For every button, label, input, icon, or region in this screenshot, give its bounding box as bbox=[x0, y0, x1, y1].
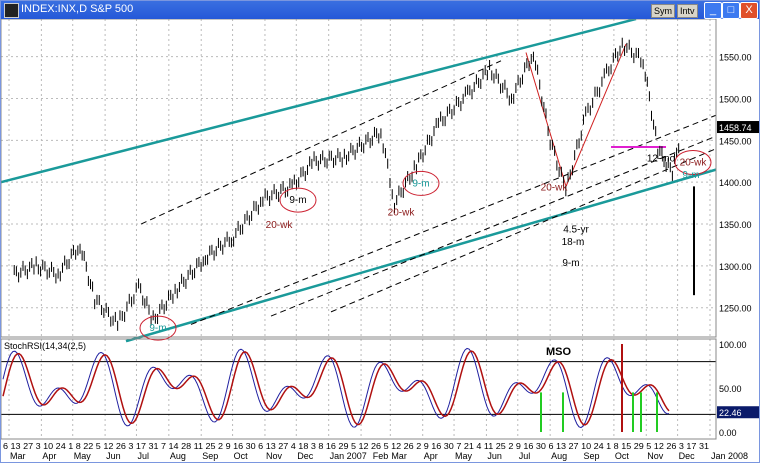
app-icon bbox=[4, 3, 19, 18]
cycle-circle bbox=[402, 170, 440, 196]
chart-area: 1550.00 1500.00 1450.00 1400.00 1350.00 1300.… bbox=[1, 19, 759, 461]
cycle-label: 9-m bbox=[682, 170, 699, 181]
red-trendline bbox=[565, 43, 627, 187]
indicator-tick-label: 0.00 bbox=[719, 428, 737, 438]
price-tick-label: 1400.00 bbox=[719, 178, 752, 188]
cycle-circle bbox=[139, 315, 177, 341]
cycle-label: 9-m bbox=[289, 195, 306, 206]
month-label: Apr bbox=[42, 451, 56, 461]
month-label: Jul bbox=[519, 451, 531, 461]
month-label: Oct bbox=[615, 451, 630, 461]
month-label: Jan 2008 bbox=[711, 451, 748, 461]
day-tick-labels: 6 13 27 3 10 24 1 8 22 5 12 26 3 17 31 7… bbox=[3, 442, 710, 451]
stoch-fast-line bbox=[2, 347, 670, 429]
last-price-box bbox=[717, 121, 759, 134]
sym-button[interactable]: Sym bbox=[651, 4, 675, 18]
cycle-label: 4.5-yr bbox=[563, 224, 589, 235]
price-pane-frame bbox=[1, 19, 717, 338]
indicator-label: StochRSI(14,34(2,5) bbox=[4, 341, 86, 351]
stoch-slow-line bbox=[2, 350, 670, 426]
cycle-label: 9-m bbox=[562, 258, 579, 269]
price-tick-label: 1350.00 bbox=[719, 220, 752, 230]
title-bar: INDEX:INX,D S&P 500 Sym Intv _ □ X bbox=[1, 1, 759, 19]
cycle-label: 18-m bbox=[562, 237, 585, 248]
cycle-circle bbox=[674, 149, 712, 175]
month-label: May bbox=[455, 451, 473, 461]
mso-label: MSO bbox=[546, 346, 572, 358]
month-label: Mar bbox=[10, 451, 26, 461]
month-label: Oct bbox=[234, 451, 249, 461]
month-label: Dec bbox=[297, 451, 314, 461]
cycle-label: 9-m bbox=[412, 178, 429, 189]
month-label: Dec bbox=[679, 451, 696, 461]
month-label: Mar bbox=[391, 451, 407, 461]
last-price-label: 1458.74 bbox=[719, 123, 752, 133]
indicator-pane-frame bbox=[1, 338, 717, 440]
red-trendline bbox=[525, 52, 567, 187]
cycle-circle bbox=[279, 187, 317, 213]
cycle-label: 9-m bbox=[149, 323, 166, 334]
month-label: Aug bbox=[170, 451, 186, 461]
dashed-trendline bbox=[190, 114, 717, 325]
close-button[interactable]: X bbox=[740, 2, 758, 19]
month-label: Feb bbox=[373, 451, 389, 461]
indicator-value-box bbox=[717, 406, 759, 419]
minimize-button[interactable]: _ bbox=[704, 2, 722, 19]
price-tick-label: 1300.00 bbox=[719, 262, 752, 272]
month-label: May bbox=[74, 451, 92, 461]
intv-button[interactable]: Intv bbox=[677, 4, 698, 18]
price-tick-label: 1450.00 bbox=[719, 136, 752, 146]
price-tick-label: 1250.00 bbox=[719, 304, 752, 314]
cycle-label: 20-wk bbox=[680, 157, 708, 168]
month-label: Jun bbox=[106, 451, 121, 461]
month-label: Sep bbox=[584, 451, 600, 461]
cycle-label: 20-wk bbox=[541, 183, 569, 194]
month-label: Apr bbox=[424, 451, 438, 461]
dashed-trendline bbox=[140, 60, 502, 225]
dashed-trendline bbox=[330, 148, 717, 313]
month-label: Sep bbox=[202, 451, 218, 461]
maximize-button[interactable]: □ bbox=[722, 2, 740, 19]
cycle-label: 20-wk bbox=[266, 220, 294, 231]
month-label: Jul bbox=[137, 451, 149, 461]
cycle-label: 12-mo bbox=[647, 153, 676, 164]
price-tick-label: 1500.00 bbox=[719, 95, 752, 105]
month-label: Jan 2007 bbox=[330, 451, 367, 461]
month-label: Jun bbox=[487, 451, 502, 461]
trendlines bbox=[1, 19, 717, 343]
price-tick-label: 1550.00 bbox=[719, 53, 752, 63]
channel-line bbox=[1, 19, 637, 184]
window-title: INDEX:INX,D S&P 500 bbox=[21, 3, 134, 15]
cycle-label: 20-wk bbox=[388, 208, 416, 219]
month-label: Nov bbox=[647, 451, 664, 461]
indicator-value-label: 22.46 bbox=[719, 408, 742, 418]
month-label: Nov bbox=[266, 451, 283, 461]
indicator-tick-label: 50.00 bbox=[719, 384, 742, 394]
month-label: Aug bbox=[551, 451, 567, 461]
indicator-tick-label: 100.00 bbox=[719, 340, 747, 350]
